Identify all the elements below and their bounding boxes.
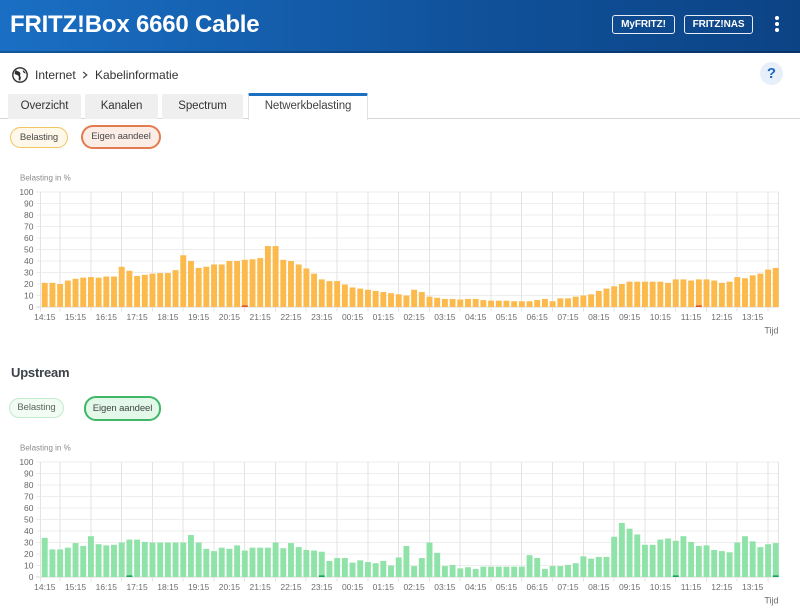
svg-text:10: 10 <box>24 291 34 301</box>
svg-text:70: 70 <box>24 492 34 502</box>
svg-text:15:15: 15:15 <box>65 312 87 322</box>
svg-text:02:15: 02:15 <box>403 312 425 322</box>
svg-text:0: 0 <box>29 572 34 582</box>
svg-text:16:15: 16:15 <box>96 582 118 592</box>
svg-text:18:15: 18:15 <box>157 312 179 322</box>
svg-text:30: 30 <box>24 268 34 278</box>
svg-text:23:15: 23:15 <box>311 312 333 322</box>
svg-text:50: 50 <box>24 245 34 255</box>
svg-text:01:15: 01:15 <box>373 582 395 592</box>
svg-text:17:15: 17:15 <box>126 312 148 322</box>
svg-text:17:15: 17:15 <box>126 582 148 592</box>
svg-text:19:15: 19:15 <box>188 312 210 322</box>
svg-text:18:15: 18:15 <box>157 582 179 592</box>
svg-text:10: 10 <box>24 561 34 571</box>
svg-text:Tijd: Tijd <box>764 596 778 606</box>
svg-text:06:15: 06:15 <box>527 582 549 592</box>
svg-text:14:15: 14:15 <box>34 582 56 592</box>
svg-text:00:15: 00:15 <box>342 312 364 322</box>
svg-text:90: 90 <box>24 469 34 479</box>
svg-text:09:15: 09:15 <box>619 582 641 592</box>
svg-text:23:15: 23:15 <box>311 582 333 592</box>
svg-text:20:15: 20:15 <box>219 582 241 592</box>
svg-text:05:15: 05:15 <box>496 582 518 592</box>
svg-text:60: 60 <box>24 503 34 513</box>
svg-text:80: 80 <box>24 480 34 490</box>
svg-text:14:15: 14:15 <box>34 312 56 322</box>
svg-text:60: 60 <box>24 233 34 243</box>
svg-text:50: 50 <box>24 515 34 525</box>
svg-text:11:15: 11:15 <box>681 312 702 322</box>
svg-text:20: 20 <box>24 279 34 289</box>
svg-text:16:15: 16:15 <box>96 312 118 322</box>
svg-text:100: 100 <box>19 187 33 197</box>
svg-text:80: 80 <box>24 210 34 220</box>
svg-text:22:15: 22:15 <box>280 582 302 592</box>
svg-text:04:15: 04:15 <box>465 582 487 592</box>
svg-text:20:15: 20:15 <box>219 312 241 322</box>
svg-text:40: 40 <box>24 256 34 266</box>
svg-text:10:15: 10:15 <box>650 312 672 322</box>
svg-text:02:15: 02:15 <box>403 582 425 592</box>
svg-text:Belasting in %: Belasting in % <box>20 174 71 183</box>
svg-text:05:15: 05:15 <box>496 312 518 322</box>
svg-text:70: 70 <box>24 222 34 232</box>
svg-text:100: 100 <box>19 457 33 467</box>
svg-text:08:15: 08:15 <box>588 312 610 322</box>
svg-text:22:15: 22:15 <box>280 312 302 322</box>
svg-text:10:15: 10:15 <box>650 582 672 592</box>
svg-text:13:15: 13:15 <box>742 312 764 322</box>
svg-text:0: 0 <box>29 302 34 312</box>
svg-text:19:15: 19:15 <box>188 582 210 592</box>
svg-text:15:15: 15:15 <box>65 582 87 592</box>
svg-text:30: 30 <box>24 538 34 548</box>
svg-text:01:15: 01:15 <box>373 312 395 322</box>
svg-text:90: 90 <box>24 199 34 209</box>
svg-text:00:15: 00:15 <box>342 582 364 592</box>
svg-text:07:15: 07:15 <box>557 312 579 322</box>
svg-text:11:15: 11:15 <box>681 582 702 592</box>
svg-text:03:15: 03:15 <box>434 582 456 592</box>
svg-text:09:15: 09:15 <box>619 312 641 322</box>
svg-text:Tijd: Tijd <box>764 326 778 336</box>
svg-text:20: 20 <box>24 549 34 559</box>
svg-text:21:15: 21:15 <box>250 582 272 592</box>
svg-text:12:15: 12:15 <box>711 312 733 322</box>
svg-text:08:15: 08:15 <box>588 582 610 592</box>
svg-text:40: 40 <box>24 526 34 536</box>
svg-text:Belasting in %: Belasting in % <box>20 444 71 453</box>
svg-text:07:15: 07:15 <box>557 582 579 592</box>
svg-text:06:15: 06:15 <box>527 312 549 322</box>
svg-text:12:15: 12:15 <box>711 582 733 592</box>
svg-text:04:15: 04:15 <box>465 312 487 322</box>
svg-text:21:15: 21:15 <box>250 312 272 322</box>
svg-text:13:15: 13:15 <box>742 582 764 592</box>
svg-text:03:15: 03:15 <box>434 312 456 322</box>
